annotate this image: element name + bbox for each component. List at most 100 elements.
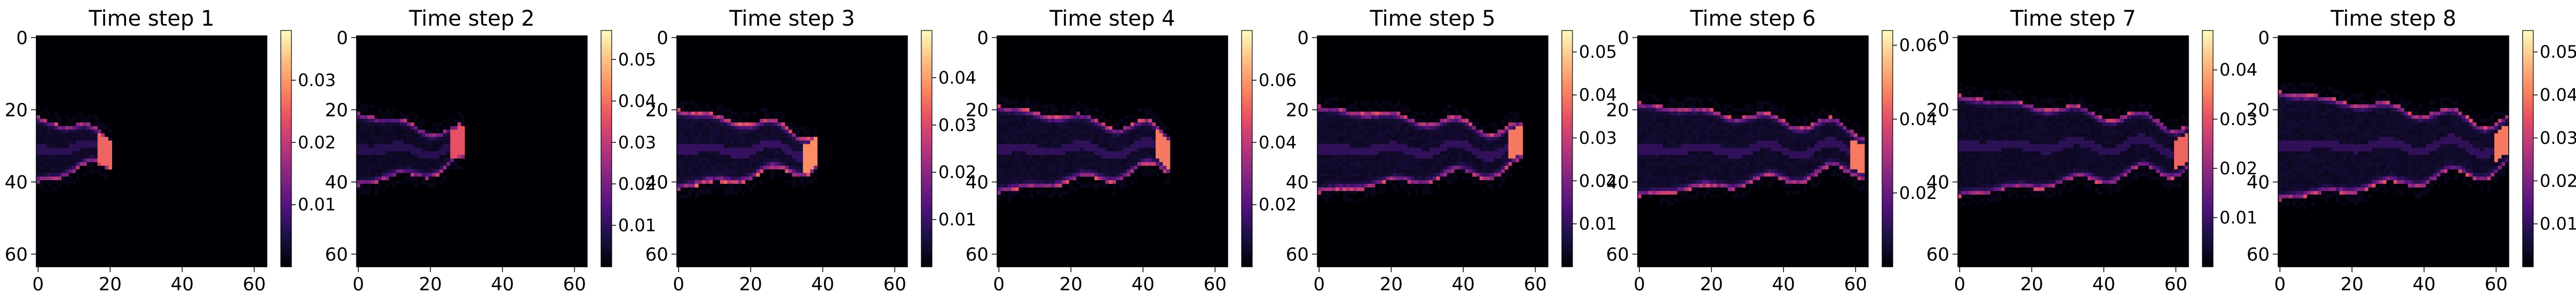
heatmap-cell	[1713, 122, 1717, 127]
heatmap-cell	[1037, 144, 1041, 148]
heatmap-cell	[1393, 129, 1397, 134]
heatmap-cell	[1443, 162, 1448, 166]
heatmap-cell	[745, 183, 749, 188]
heatmap-cell	[1461, 148, 1466, 152]
heatmap-cell	[429, 176, 433, 181]
heatmap-cell	[770, 129, 775, 134]
heatmap-cell	[51, 176, 55, 181]
heatmap-cell	[1638, 140, 1642, 144]
heatmap-cell	[727, 108, 731, 112]
heatmap-cell	[1443, 155, 1448, 159]
heatmap-cell	[446, 129, 451, 134]
heatmap-cell	[1425, 176, 1429, 181]
heatmap-cell	[1332, 144, 1336, 148]
heatmap-cell	[792, 151, 796, 156]
heatmap-cell	[1648, 162, 1653, 166]
heatmap-cell	[745, 173, 749, 177]
heatmap-cell	[1076, 151, 1080, 156]
heatmap-cell	[1324, 176, 1329, 181]
heatmap-cell	[72, 169, 76, 173]
heatmap-cell	[1375, 101, 1379, 105]
heatmap-cell	[1029, 108, 1033, 112]
heatmap-cell	[1706, 133, 1710, 137]
heatmap-cell	[1080, 104, 1084, 109]
heatmap-cell	[688, 176, 692, 181]
heatmap-cell	[61, 148, 66, 152]
heatmap-cell	[1037, 151, 1041, 156]
heatmap-cell	[1008, 180, 1012, 184]
heatmap-cell	[706, 144, 710, 148]
heatmap-cell	[1037, 166, 1041, 170]
heatmap-cell	[1706, 140, 1710, 144]
heatmap-cell	[1396, 180, 1401, 184]
heatmap-cell	[1148, 111, 1152, 115]
heatmap-cell	[1720, 119, 1725, 123]
heatmap-cell	[1026, 180, 1030, 184]
heatmap-cell	[1015, 126, 1019, 130]
heatmap-cell	[1119, 144, 1124, 148]
heatmap-cell	[1091, 173, 1095, 177]
x-tick-label: 40	[1132, 274, 1155, 295]
heatmap-cells	[1317, 94, 1523, 202]
heatmap-cell	[36, 162, 41, 166]
colorbar-tick-label: 0.03	[618, 132, 656, 152]
heatmap-cell	[1123, 158, 1127, 163]
heatmap-cell	[1458, 133, 1462, 137]
heatmap-cell	[94, 144, 98, 148]
heatmap-cell	[400, 173, 404, 177]
heatmap-cell	[1505, 151, 1509, 156]
heatmap-cell	[1418, 122, 1423, 127]
heatmap-cell	[76, 158, 80, 163]
heatmap-cell	[688, 140, 692, 144]
heatmap-cell	[1652, 151, 1656, 156]
heatmap-cell	[371, 137, 375, 141]
heatmap-cell	[1681, 129, 1685, 134]
heatmap-cell	[1163, 144, 1167, 148]
heatmap-cell	[741, 137, 746, 141]
heatmap-cell	[1368, 173, 1372, 177]
heatmap-cell	[1659, 133, 1663, 137]
heatmap-cell	[1745, 119, 1750, 123]
heatmap-cell	[86, 119, 91, 123]
heatmap-cell	[1465, 176, 1469, 181]
heatmap-cell	[396, 137, 400, 141]
heatmap-cell	[688, 115, 692, 119]
heatmap-cell	[1123, 126, 1127, 130]
heatmap-cell	[1037, 137, 1041, 141]
heatmap-cell	[680, 148, 684, 152]
heatmap-cell	[1753, 126, 1757, 130]
heatmap-cell	[1468, 169, 1473, 173]
heatmap-cell	[677, 140, 681, 144]
heatmap-cell	[706, 180, 710, 184]
heatmap-cell	[1400, 162, 1404, 166]
heatmap-cell	[461, 115, 465, 119]
heatmap-cell	[1335, 140, 1339, 144]
heatmap-cell	[105, 144, 109, 148]
heatmap-cell	[1065, 176, 1070, 181]
heatmap-cell	[716, 119, 721, 123]
heatmap-cell	[1702, 144, 1706, 148]
heatmap-cell	[1782, 129, 1786, 134]
heatmap-cell	[1084, 140, 1088, 144]
heatmap-cell	[723, 108, 728, 112]
heatmap-cell	[760, 162, 764, 166]
heatmap-cell	[1695, 155, 1700, 159]
heatmap-cell	[403, 151, 407, 156]
heatmap-cell	[1000, 115, 1005, 119]
heatmap-cell	[1735, 129, 1739, 134]
heatmap-cell	[677, 108, 681, 112]
heatmap-cell	[1342, 133, 1347, 137]
heatmap-cell	[799, 140, 803, 144]
heatmap-cell	[1055, 122, 1059, 127]
heatmap-cell	[1349, 151, 1354, 156]
heatmap-cell	[810, 169, 814, 173]
heatmap-cell	[382, 162, 386, 166]
heatmap-cell	[1144, 148, 1149, 152]
heatmap-cell	[76, 111, 80, 115]
heatmap-cell	[403, 158, 407, 163]
heatmap-cell	[76, 133, 80, 137]
heatmap-cell	[1156, 137, 1160, 141]
heatmap-cell	[1778, 162, 1782, 166]
heatmap-cell	[1774, 148, 1779, 152]
heatmap-cell	[1483, 158, 1487, 163]
